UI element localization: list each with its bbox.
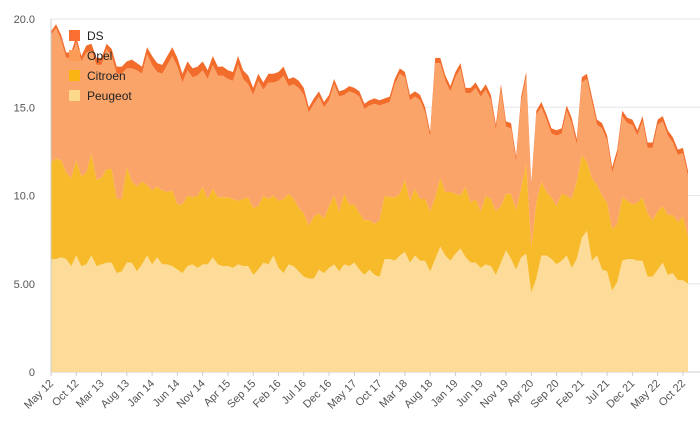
- y-tick-label: 20.0: [14, 14, 35, 26]
- y-tick-label: 15.0: [14, 102, 35, 114]
- x-tick-label: Nov 19: [478, 378, 511, 411]
- x-tick-label: Oct 22: [657, 378, 688, 409]
- area-series-peugeot: [51, 230, 688, 372]
- x-tick-label: May 12: [22, 378, 56, 412]
- legend: DS Opel Citroen Peugeot: [69, 29, 132, 103]
- y-tick-label: 5.00: [14, 279, 35, 291]
- x-tick-label: Feb 16: [251, 378, 284, 411]
- x-tick-label: Jan 19: [429, 378, 461, 410]
- area-series-opel: [51, 27, 688, 247]
- x-tick-label: Aug 18: [402, 378, 435, 411]
- area-series-ds: [51, 24, 688, 187]
- legend-swatch-peugeot: [69, 90, 80, 101]
- legend-label-citroen: Citroen: [87, 69, 126, 83]
- area-series-group: [51, 24, 688, 372]
- y-axis: 0 5.00 10.0 15.0 20.0: [14, 14, 52, 379]
- legend-swatch-citroen: [69, 70, 80, 81]
- x-tick-label: Sep 15: [225, 378, 258, 411]
- legend-label-ds: DS: [87, 29, 104, 43]
- x-tick-label: Feb 21: [554, 378, 587, 411]
- y-tick-label: 0: [29, 367, 35, 379]
- x-tick-label: Nov 14: [175, 378, 208, 411]
- legend-label-opel: Opel: [87, 49, 112, 63]
- x-tick-label: Jan 14: [125, 378, 157, 410]
- x-tick-label: Aug 13: [99, 378, 132, 411]
- y-tick-label: 10.0: [14, 191, 35, 203]
- legend-swatch-opel: [69, 50, 80, 61]
- legend-label-peugeot: Peugeot: [87, 89, 132, 103]
- x-tick-label: Sep 20: [529, 378, 562, 411]
- legend-swatch-ds: [69, 30, 80, 41]
- area-series-citroen: [51, 153, 688, 293]
